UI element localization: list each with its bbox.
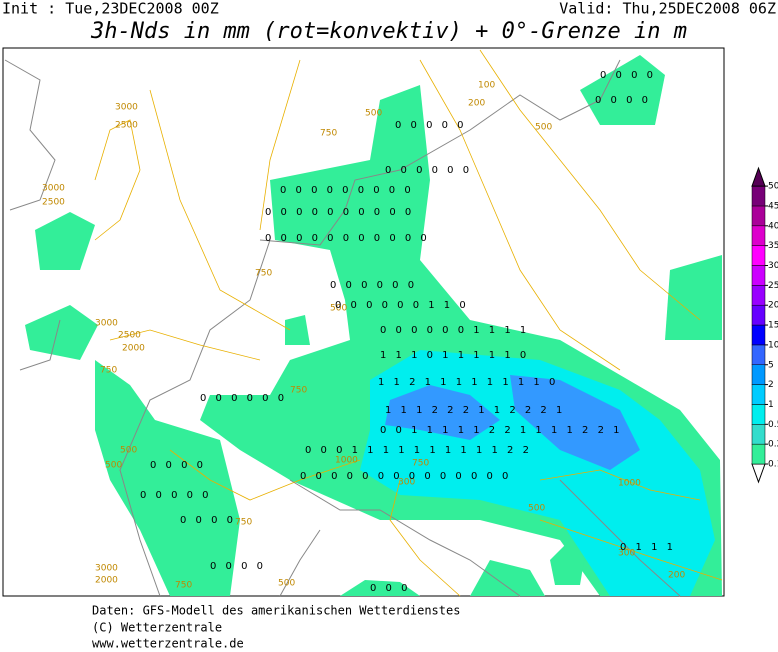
contour-label: 500 [278, 579, 295, 589]
precip-value-row: 0 0 0 [370, 583, 410, 594]
contour-label: 500 [105, 461, 122, 471]
contour-label: 300 [618, 549, 635, 559]
colorbar-segment [751, 185, 766, 207]
colorbar-tick-label: 1 [768, 400, 774, 410]
contour-label-group: 3000250030002500750500750500100200500300… [42, 81, 685, 591]
precip-value-row: 1 1 2 1 1 1 1 1 1 1 1 0 [378, 377, 558, 388]
map-title: 3h-Nds in mm (rot=konvektiv) + 0°-Grenze… [90, 19, 687, 44]
colorbar-low-end [751, 463, 766, 484]
contour-label: 500 [330, 304, 347, 314]
coastlines [4, 59, 681, 597]
precip-value-row: 0 0 0 0 [210, 561, 266, 572]
valid-time: Valid: Thu,25DEC2008 06Z [559, 0, 776, 18]
precip-value-row: 0 1 1 1 [620, 542, 676, 553]
contour-label: 2500 [115, 121, 138, 131]
contour-label: 200 [668, 571, 685, 581]
contour-label: 200 [468, 99, 485, 109]
precip-label-group: 0 0 0 0 0 0 0 0 0 0 0 0 0 0 0 0 0 0 0 0 0 0 … [140, 70, 676, 594]
colorbar-segment [751, 443, 766, 465]
precip-value-row: 0 0 0 1 1 1 1 1 1 1 1 1 1 2 2 [305, 445, 532, 456]
precip-value-row: 0 0 0 0 0 0 [330, 280, 417, 291]
contour-label: 300 [398, 478, 415, 488]
colorbar-tick-label: 5 [768, 360, 774, 370]
precip-value-row: 0 0 1 1 1 1 1 2 2 1 1 1 1 2 2 1 [380, 425, 622, 436]
precip-value-row: 1 1 1 2 2 2 1 1 2 2 2 1 [385, 405, 565, 416]
contour-label: 750 [412, 459, 429, 469]
colorbar-segment [751, 364, 766, 385]
precip-heavy [385, 375, 640, 470]
precip-value-row: 0 0 0 0 0 0 [385, 165, 472, 176]
precip-value-row: 1 1 1 0 1 1 1 1 1 0 [380, 350, 529, 361]
precip-value-row: 0 0 0 0 0 [395, 120, 467, 131]
init-time: Init : Tue,23DEC2008 00Z [2, 0, 219, 18]
colorbar-high-end [751, 166, 766, 187]
contour-label: 3000 [42, 184, 65, 194]
colorbar-tick-label: 0.2 [768, 440, 778, 450]
colorbar-segment [751, 285, 766, 306]
contour-label: 2000 [95, 576, 118, 586]
contour-label: 500 [535, 123, 552, 133]
colorbar-tick-label: 30 [768, 261, 778, 271]
precip-value-row: 0 0 0 0 0 0 0 0 0 0 0 [265, 233, 430, 244]
colorbar-segment [751, 265, 766, 286]
contour-label: 1000 [618, 479, 641, 489]
colorbar-tick-label: 35 [768, 241, 778, 251]
contour-label: 500 [528, 504, 545, 514]
colorbar-segment [751, 245, 766, 266]
precip-value-row: 0 0 0 0 0 0 1 1 0 [335, 300, 469, 311]
contour-label: 750 [175, 581, 192, 591]
freezing-level-contours [94, 49, 723, 597]
contour-label: 2000 [122, 344, 145, 354]
contour-label: 750 [235, 518, 252, 528]
contour-label: 2500 [42, 198, 65, 208]
colorbar-tick-label: 20 [768, 301, 778, 311]
precip-value-row: 0 0 0 0 0 0 [200, 393, 287, 404]
precip-value-row: 0 0 0 0 [180, 515, 236, 526]
contour-label: 750 [290, 386, 307, 396]
contour-label: 750 [255, 269, 272, 279]
footer-url: www.wetterzentrale.de [92, 637, 244, 649]
colorbar-tick-label: 0.1 [768, 460, 778, 470]
contour-label: 500 [120, 446, 137, 456]
colorbar-segment [751, 324, 766, 346]
colorbar-tick-label: 15 [768, 321, 778, 331]
colorbar-tick-label: 45 [768, 201, 778, 211]
precip-value-row: 0 0 0 0 [150, 460, 206, 471]
contour-label: 2500 [118, 331, 141, 341]
colorbar-segment [751, 424, 766, 445]
colorbar-segment [751, 304, 766, 326]
colorbar-tick-label: 10 [768, 340, 778, 350]
precip-value-row: 0 0 0 0 0 0 0 0 0 [280, 185, 414, 196]
contour-label: 3000 [95, 564, 118, 574]
colorbar-segment [751, 404, 766, 425]
footer-source: Daten: GFS-Modell des amerikanischen Wet… [92, 604, 460, 618]
colorbar-segment [751, 384, 766, 405]
contour-label: 750 [320, 129, 337, 139]
colorbar-tick-label: 50 [768, 182, 778, 192]
colorbar: 0.10.20.5125101520253035404550 [751, 166, 778, 484]
contour-label: 100 [478, 81, 495, 91]
colorbar-tick-label: 25 [768, 281, 778, 291]
precip-value-row: 0 0 0 0 0 0 0 0 0 0 0 0 0 0 [300, 471, 511, 482]
contour-label: 750 [100, 366, 117, 376]
colorbar-tick-label: 2 [768, 380, 774, 390]
contour-label: 500 [365, 109, 382, 119]
precip-value-row: 0 0 0 0 0 [140, 490, 212, 501]
precip-value-row: 0 0 0 0 0 0 1 1 1 1 [380, 325, 529, 336]
map-area: 3000250030002500750500750500100200500300… [2, 47, 725, 597]
colorbar-segment [751, 205, 766, 227]
colorbar-tick-label: 0.5 [768, 420, 778, 430]
precip-value-row: 0 0 0 0 0 0 0 0 0 0 [265, 207, 414, 218]
colorbar-tick-label: 40 [768, 221, 778, 231]
contour-label: 3000 [95, 319, 118, 329]
colorbar-segment [751, 225, 766, 246]
contour-label: 1000 [335, 456, 358, 466]
contour-label: 3000 [115, 103, 138, 113]
footer-copyright: (C) Wetterzentrale [92, 621, 222, 635]
precip-value-row: 0 0 0 0 [600, 70, 656, 81]
precip-value-row: 0 0 0 0 [595, 95, 651, 106]
colorbar-segment [751, 344, 766, 365]
